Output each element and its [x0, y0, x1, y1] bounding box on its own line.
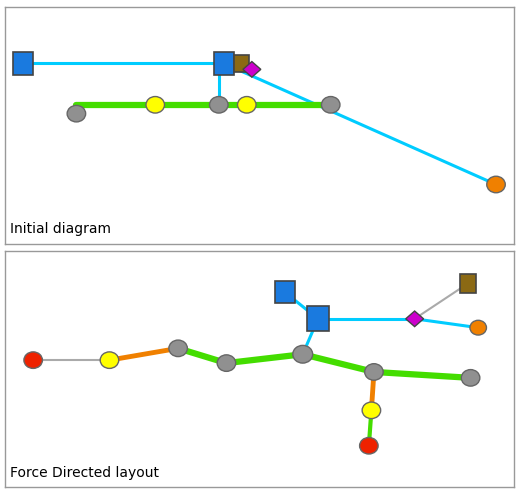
Ellipse shape: [238, 96, 256, 113]
FancyBboxPatch shape: [234, 55, 249, 72]
Ellipse shape: [461, 369, 480, 386]
Ellipse shape: [217, 355, 236, 371]
Ellipse shape: [362, 402, 380, 419]
Ellipse shape: [100, 352, 119, 369]
FancyBboxPatch shape: [460, 274, 476, 293]
Polygon shape: [406, 311, 424, 327]
Ellipse shape: [67, 105, 86, 122]
Text: Initial diagram: Initial diagram: [10, 222, 111, 237]
Polygon shape: [243, 62, 261, 77]
FancyBboxPatch shape: [13, 52, 33, 75]
Ellipse shape: [24, 352, 43, 369]
Ellipse shape: [360, 437, 378, 454]
Text: Force Directed layout: Force Directed layout: [10, 466, 159, 480]
Ellipse shape: [321, 96, 340, 113]
FancyBboxPatch shape: [275, 281, 295, 304]
Ellipse shape: [169, 340, 187, 357]
FancyBboxPatch shape: [307, 307, 329, 331]
Ellipse shape: [210, 96, 228, 113]
Ellipse shape: [365, 364, 383, 380]
Ellipse shape: [146, 96, 165, 113]
Ellipse shape: [470, 320, 486, 335]
Ellipse shape: [487, 176, 506, 193]
FancyBboxPatch shape: [214, 52, 234, 75]
Ellipse shape: [293, 345, 312, 363]
